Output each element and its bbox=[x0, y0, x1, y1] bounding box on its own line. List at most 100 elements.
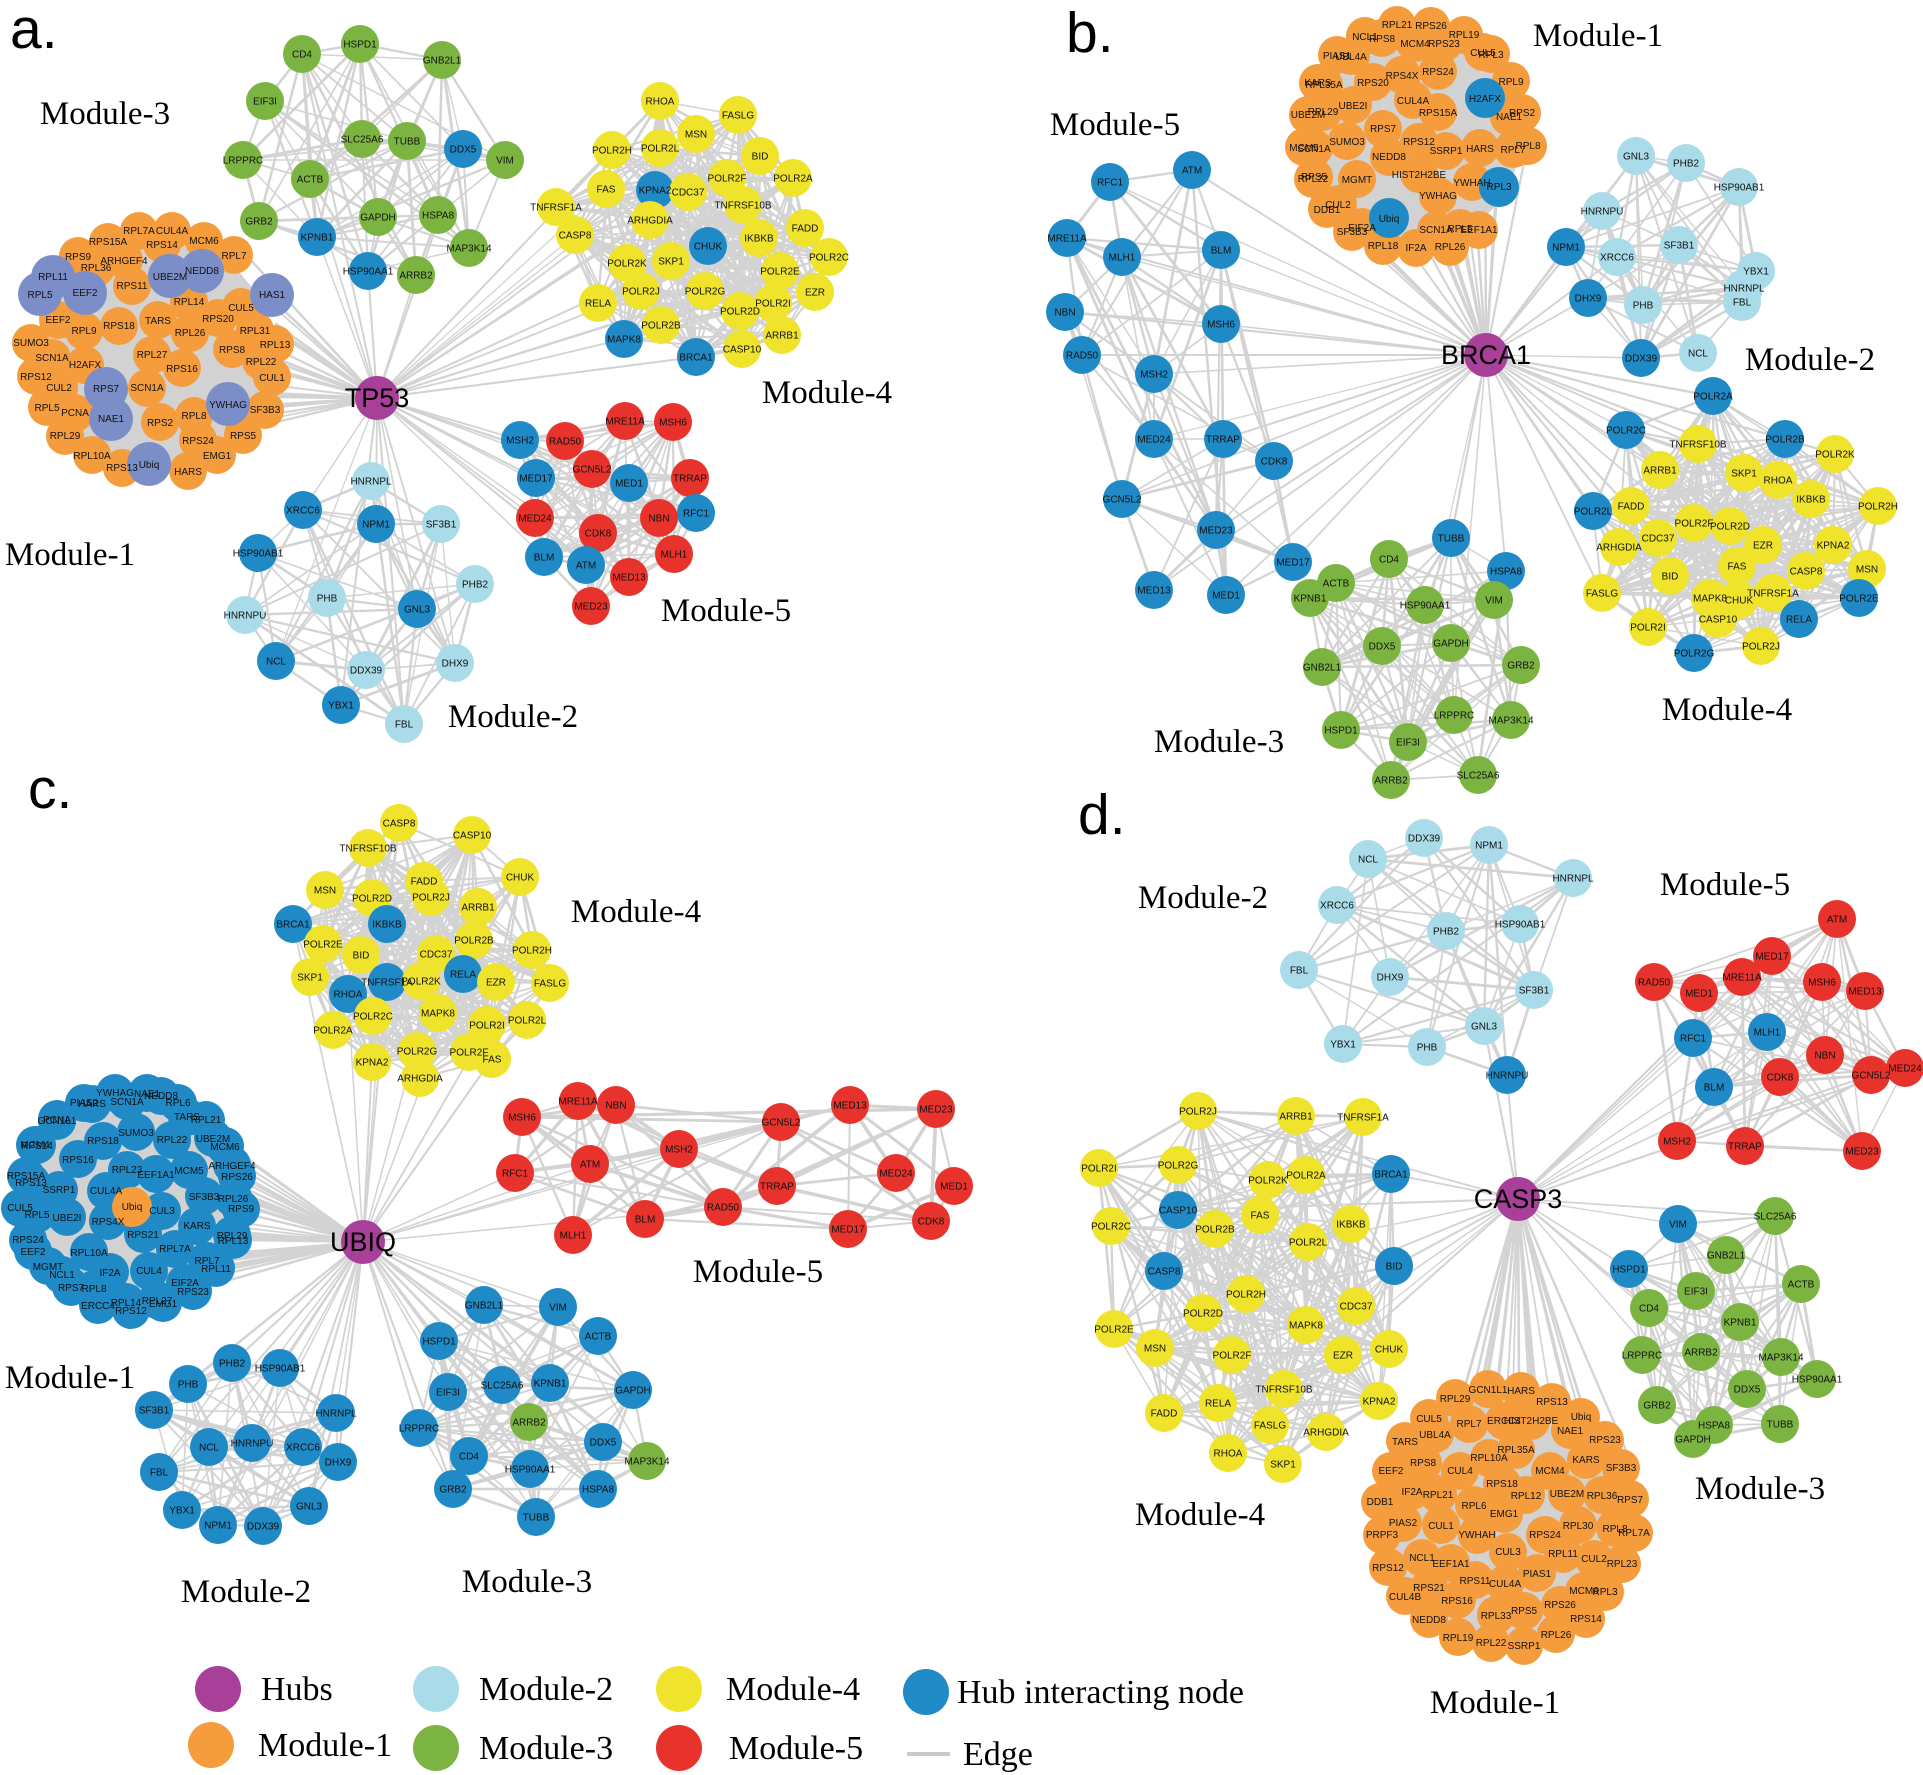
svg-text:NCL: NCL bbox=[266, 657, 286, 668]
svg-text:RPL6: RPL6 bbox=[1461, 1501, 1486, 1512]
svg-text:FBL: FBL bbox=[1733, 298, 1752, 309]
svg-text:CUL1: CUL1 bbox=[259, 373, 285, 384]
svg-text:FASLG: FASLG bbox=[1254, 1421, 1286, 1432]
svg-text:EIF3I: EIF3I bbox=[253, 97, 277, 108]
svg-text:POLR2E: POLR2E bbox=[1094, 1325, 1134, 1336]
svg-text:EEF2: EEF2 bbox=[20, 1247, 45, 1258]
svg-text:Ubiq: Ubiq bbox=[1571, 1412, 1592, 1423]
svg-text:RPL10A: RPL10A bbox=[70, 1248, 108, 1259]
svg-text:CHUK: CHUK bbox=[506, 873, 535, 884]
svg-text:H2AFX: H2AFX bbox=[69, 360, 102, 371]
svg-text:HSP90AA1: HSP90AA1 bbox=[1792, 1375, 1843, 1386]
svg-text:MSN: MSN bbox=[1144, 1344, 1166, 1355]
svg-text:TNFRSF1A: TNFRSF1A bbox=[361, 978, 413, 989]
svg-text:DDX5: DDX5 bbox=[1369, 642, 1396, 653]
svg-text:PHB: PHB bbox=[317, 594, 338, 605]
svg-text:TRRAP: TRRAP bbox=[673, 474, 707, 485]
svg-text:NBN: NBN bbox=[1814, 1051, 1835, 1062]
svg-text:RPS12: RPS12 bbox=[115, 1306, 147, 1317]
svg-text:KPNB1: KPNB1 bbox=[1724, 1318, 1757, 1329]
svg-text:HSPA8: HSPA8 bbox=[582, 1485, 614, 1496]
svg-text:RPL18: RPL18 bbox=[1368, 241, 1399, 252]
svg-text:NAE1: NAE1 bbox=[98, 414, 125, 425]
svg-text:BRCA1: BRCA1 bbox=[1374, 1170, 1408, 1181]
svg-text:RELA: RELA bbox=[585, 299, 611, 310]
svg-text:MGMT: MGMT bbox=[33, 1262, 64, 1273]
svg-text:HARS: HARS bbox=[174, 467, 202, 478]
svg-text:CDC37: CDC37 bbox=[1340, 1302, 1373, 1313]
svg-text:HSP90AB1: HSP90AB1 bbox=[1495, 920, 1546, 931]
svg-text:MAPK8: MAPK8 bbox=[421, 1009, 455, 1020]
svg-text:DDX5: DDX5 bbox=[1734, 1385, 1761, 1396]
svg-text:CUL2: CUL2 bbox=[1581, 1554, 1607, 1565]
svg-text:TUBB: TUBB bbox=[1767, 1420, 1794, 1431]
svg-text:CASP10: CASP10 bbox=[1699, 615, 1738, 626]
svg-text:RPL30: RPL30 bbox=[1563, 1521, 1594, 1532]
svg-text:XRCC6: XRCC6 bbox=[1320, 901, 1354, 912]
svg-text:RPL36: RPL36 bbox=[1587, 1491, 1618, 1502]
svg-text:NPM1: NPM1 bbox=[362, 520, 390, 531]
svg-text:IKBKB: IKBKB bbox=[1336, 1220, 1366, 1231]
svg-text:PRPF3: PRPF3 bbox=[1366, 1530, 1399, 1541]
svg-text:RPS12: RPS12 bbox=[20, 372, 52, 383]
svg-text:Module-5: Module-5 bbox=[1050, 107, 1180, 143]
svg-text:MLH1: MLH1 bbox=[560, 1231, 587, 1242]
svg-text:MCM6: MCM6 bbox=[210, 1142, 240, 1153]
svg-text:BLM: BLM bbox=[534, 553, 555, 564]
svg-text:MSH6: MSH6 bbox=[1207, 320, 1235, 331]
svg-text:XRCC6: XRCC6 bbox=[1600, 253, 1634, 264]
svg-text:ARHGEF4: ARHGEF4 bbox=[100, 256, 148, 267]
svg-text:MED24: MED24 bbox=[879, 1169, 913, 1180]
svg-text:Module-3: Module-3 bbox=[40, 96, 170, 132]
svg-text:HNRNPU: HNRNPU bbox=[224, 611, 267, 622]
svg-text:NCL: NCL bbox=[199, 1443, 219, 1454]
svg-text:RPL29: RPL29 bbox=[217, 1231, 248, 1242]
svg-text:LRPPRC: LRPPRC bbox=[1434, 711, 1475, 722]
svg-text:YWHAG: YWHAG bbox=[209, 400, 247, 411]
svg-text:Module-3: Module-3 bbox=[479, 1730, 613, 1767]
svg-text:NCL: NCL bbox=[1688, 349, 1708, 360]
svg-text:NBN: NBN bbox=[605, 1101, 626, 1112]
svg-text:RPS24: RPS24 bbox=[1529, 1530, 1561, 1541]
svg-text:TP53: TP53 bbox=[345, 383, 410, 413]
svg-text:RPS8: RPS8 bbox=[219, 345, 246, 356]
svg-text:CUL4A: CUL4A bbox=[156, 226, 189, 237]
svg-text:UBL4A: UBL4A bbox=[1335, 52, 1367, 63]
svg-text:MSH2: MSH2 bbox=[1140, 370, 1168, 381]
svg-text:CHUK: CHUK bbox=[1725, 596, 1754, 607]
svg-text:POLR2F: POLR2F bbox=[708, 174, 747, 185]
svg-text:RPS26: RPS26 bbox=[1415, 21, 1447, 32]
svg-text:RFC1: RFC1 bbox=[502, 1169, 529, 1180]
svg-text:UBIQ: UBIQ bbox=[330, 1227, 396, 1257]
svg-text:EZR: EZR bbox=[1753, 541, 1773, 552]
svg-text:IF2A: IF2A bbox=[99, 1268, 120, 1279]
svg-text:MAP3K14: MAP3K14 bbox=[1758, 1353, 1803, 1364]
svg-text:Module-4: Module-4 bbox=[1662, 692, 1792, 728]
svg-text:EMG1: EMG1 bbox=[149, 1299, 178, 1310]
svg-text:GRB2: GRB2 bbox=[439, 1485, 467, 1496]
svg-text:RPS21: RPS21 bbox=[1413, 1583, 1445, 1594]
svg-text:VIM: VIM bbox=[1669, 1220, 1687, 1231]
svg-text:ARRB2: ARRB2 bbox=[1374, 776, 1408, 787]
svg-text:RAD50: RAD50 bbox=[1066, 351, 1099, 362]
svg-text:NEDD8: NEDD8 bbox=[1372, 152, 1406, 163]
svg-text:GCN5L2: GCN5L2 bbox=[573, 465, 612, 476]
svg-text:MED23: MED23 bbox=[1845, 1147, 1879, 1158]
svg-text:MGMT: MGMT bbox=[1342, 175, 1373, 186]
svg-text:MED17: MED17 bbox=[1276, 558, 1310, 569]
svg-text:RPS20: RPS20 bbox=[1357, 78, 1389, 89]
svg-text:EIF2A: EIF2A bbox=[1348, 223, 1376, 234]
svg-text:XRCC6: XRCC6 bbox=[286, 1443, 320, 1454]
svg-text:CUL2: CUL2 bbox=[46, 383, 72, 394]
svg-text:Module-3: Module-3 bbox=[1154, 724, 1284, 760]
svg-text:RPL9: RPL9 bbox=[1498, 77, 1523, 88]
svg-text:HIST2H2BE: HIST2H2BE bbox=[1504, 1416, 1559, 1427]
svg-text:RPL22: RPL22 bbox=[1298, 174, 1329, 185]
svg-text:YBX1: YBX1 bbox=[169, 1506, 195, 1517]
svg-text:ERCC4: ERCC4 bbox=[81, 1301, 115, 1312]
svg-text:POLR2E: POLR2E bbox=[1839, 594, 1879, 605]
svg-text:SF3B3: SF3B3 bbox=[250, 405, 281, 416]
svg-text:SF3B3: SF3B3 bbox=[1606, 1463, 1637, 1474]
svg-text:RPL3: RPL3 bbox=[1478, 50, 1503, 61]
svg-text:Ubiq: Ubiq bbox=[1379, 214, 1400, 225]
